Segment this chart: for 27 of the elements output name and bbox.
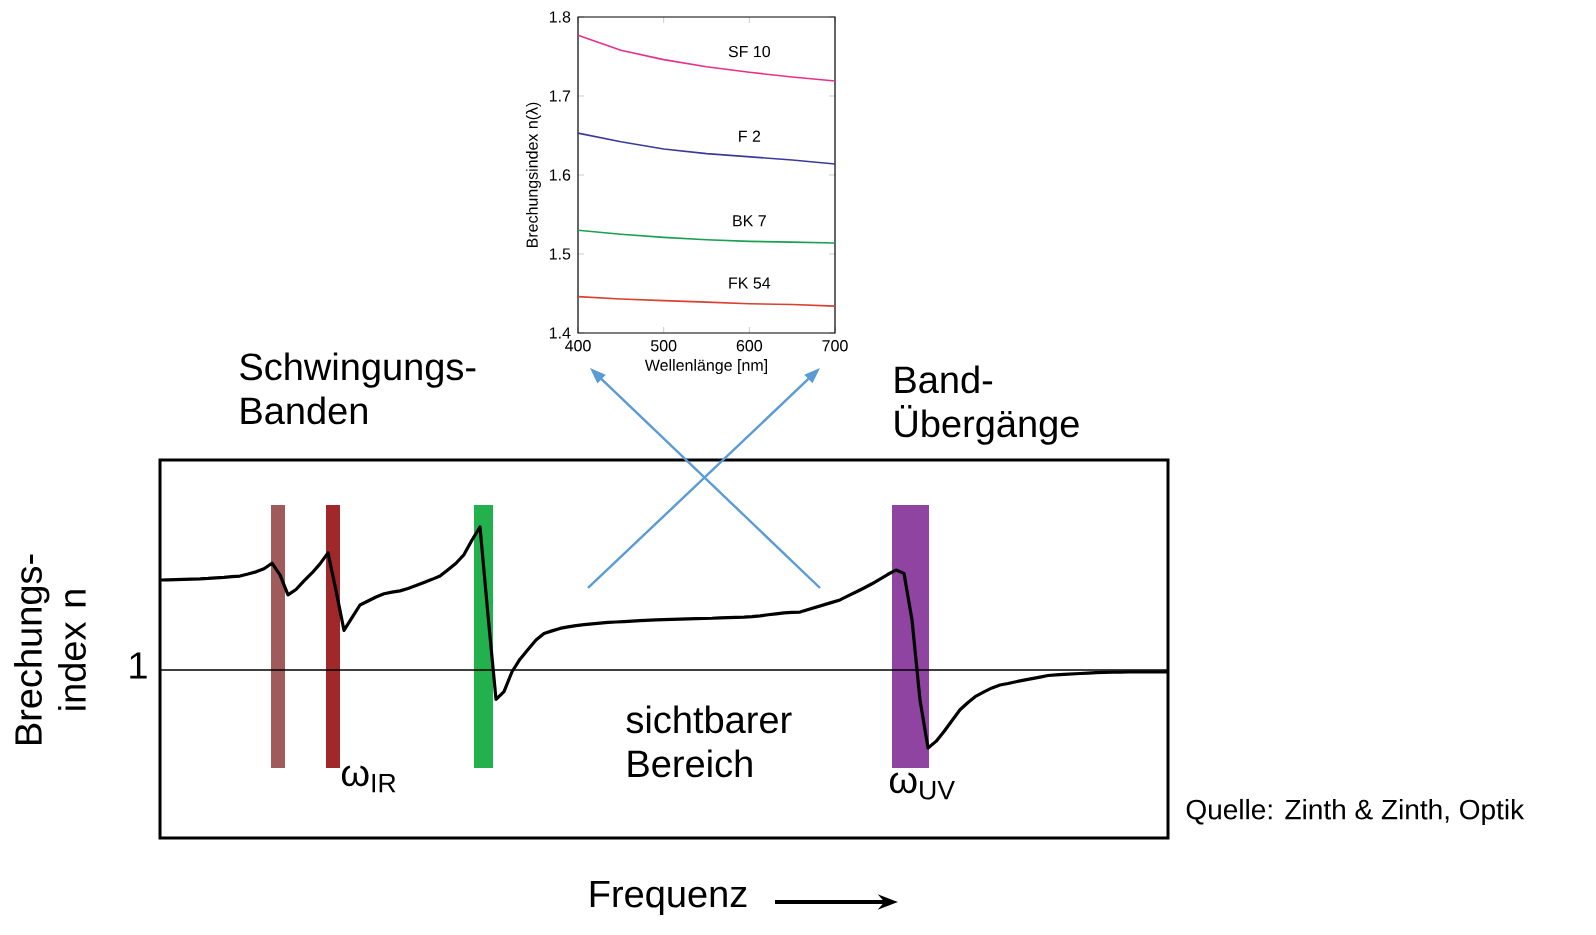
text: 1: [130, 652, 147, 679]
annotation: sichtbarer Bereich: [626, 705, 792, 778]
series-label: FK 54: [729, 277, 771, 289]
x-tick-label: 500: [650, 340, 677, 352]
line-series: [577, 229, 836, 244]
y-tick-label: 1.4: [549, 327, 571, 339]
line-series: [577, 34, 836, 82]
y-tick-label: 1.5: [549, 248, 571, 260]
text: Schwingungs- Banden: [240, 352, 476, 425]
y-tick-label: 1.7: [549, 90, 571, 102]
source-note: Quelle: Zinth & Zinth, Optik: [1186, 798, 1525, 826]
x-axis-title: Wellenlänge [nm]: [644, 359, 767, 375]
y-tick-label: 1.8: [549, 11, 571, 23]
series-label: F 2: [739, 130, 761, 142]
x-tick-label: 700: [822, 340, 848, 352]
x-axis-title: Frequenz: [590, 880, 747, 915]
series-label: SF 10: [728, 45, 771, 58]
x-tick-label: 600: [736, 340, 763, 352]
line-series: [577, 295, 836, 307]
x-tick-label: 400: [565, 340, 591, 352]
series-label: BK 7: [733, 215, 766, 227]
y-axis-title: Brechungs- index n: [14, 554, 86, 745]
text: Band- Übergänge: [895, 365, 1079, 445]
text: ω$_{IR}$: [341, 765, 396, 793]
text: ω$_{UV}$: [889, 772, 955, 800]
y-axis-title: Brechungsindex n(λ): [526, 102, 541, 248]
y-tick-label: 1.6: [549, 169, 571, 181]
